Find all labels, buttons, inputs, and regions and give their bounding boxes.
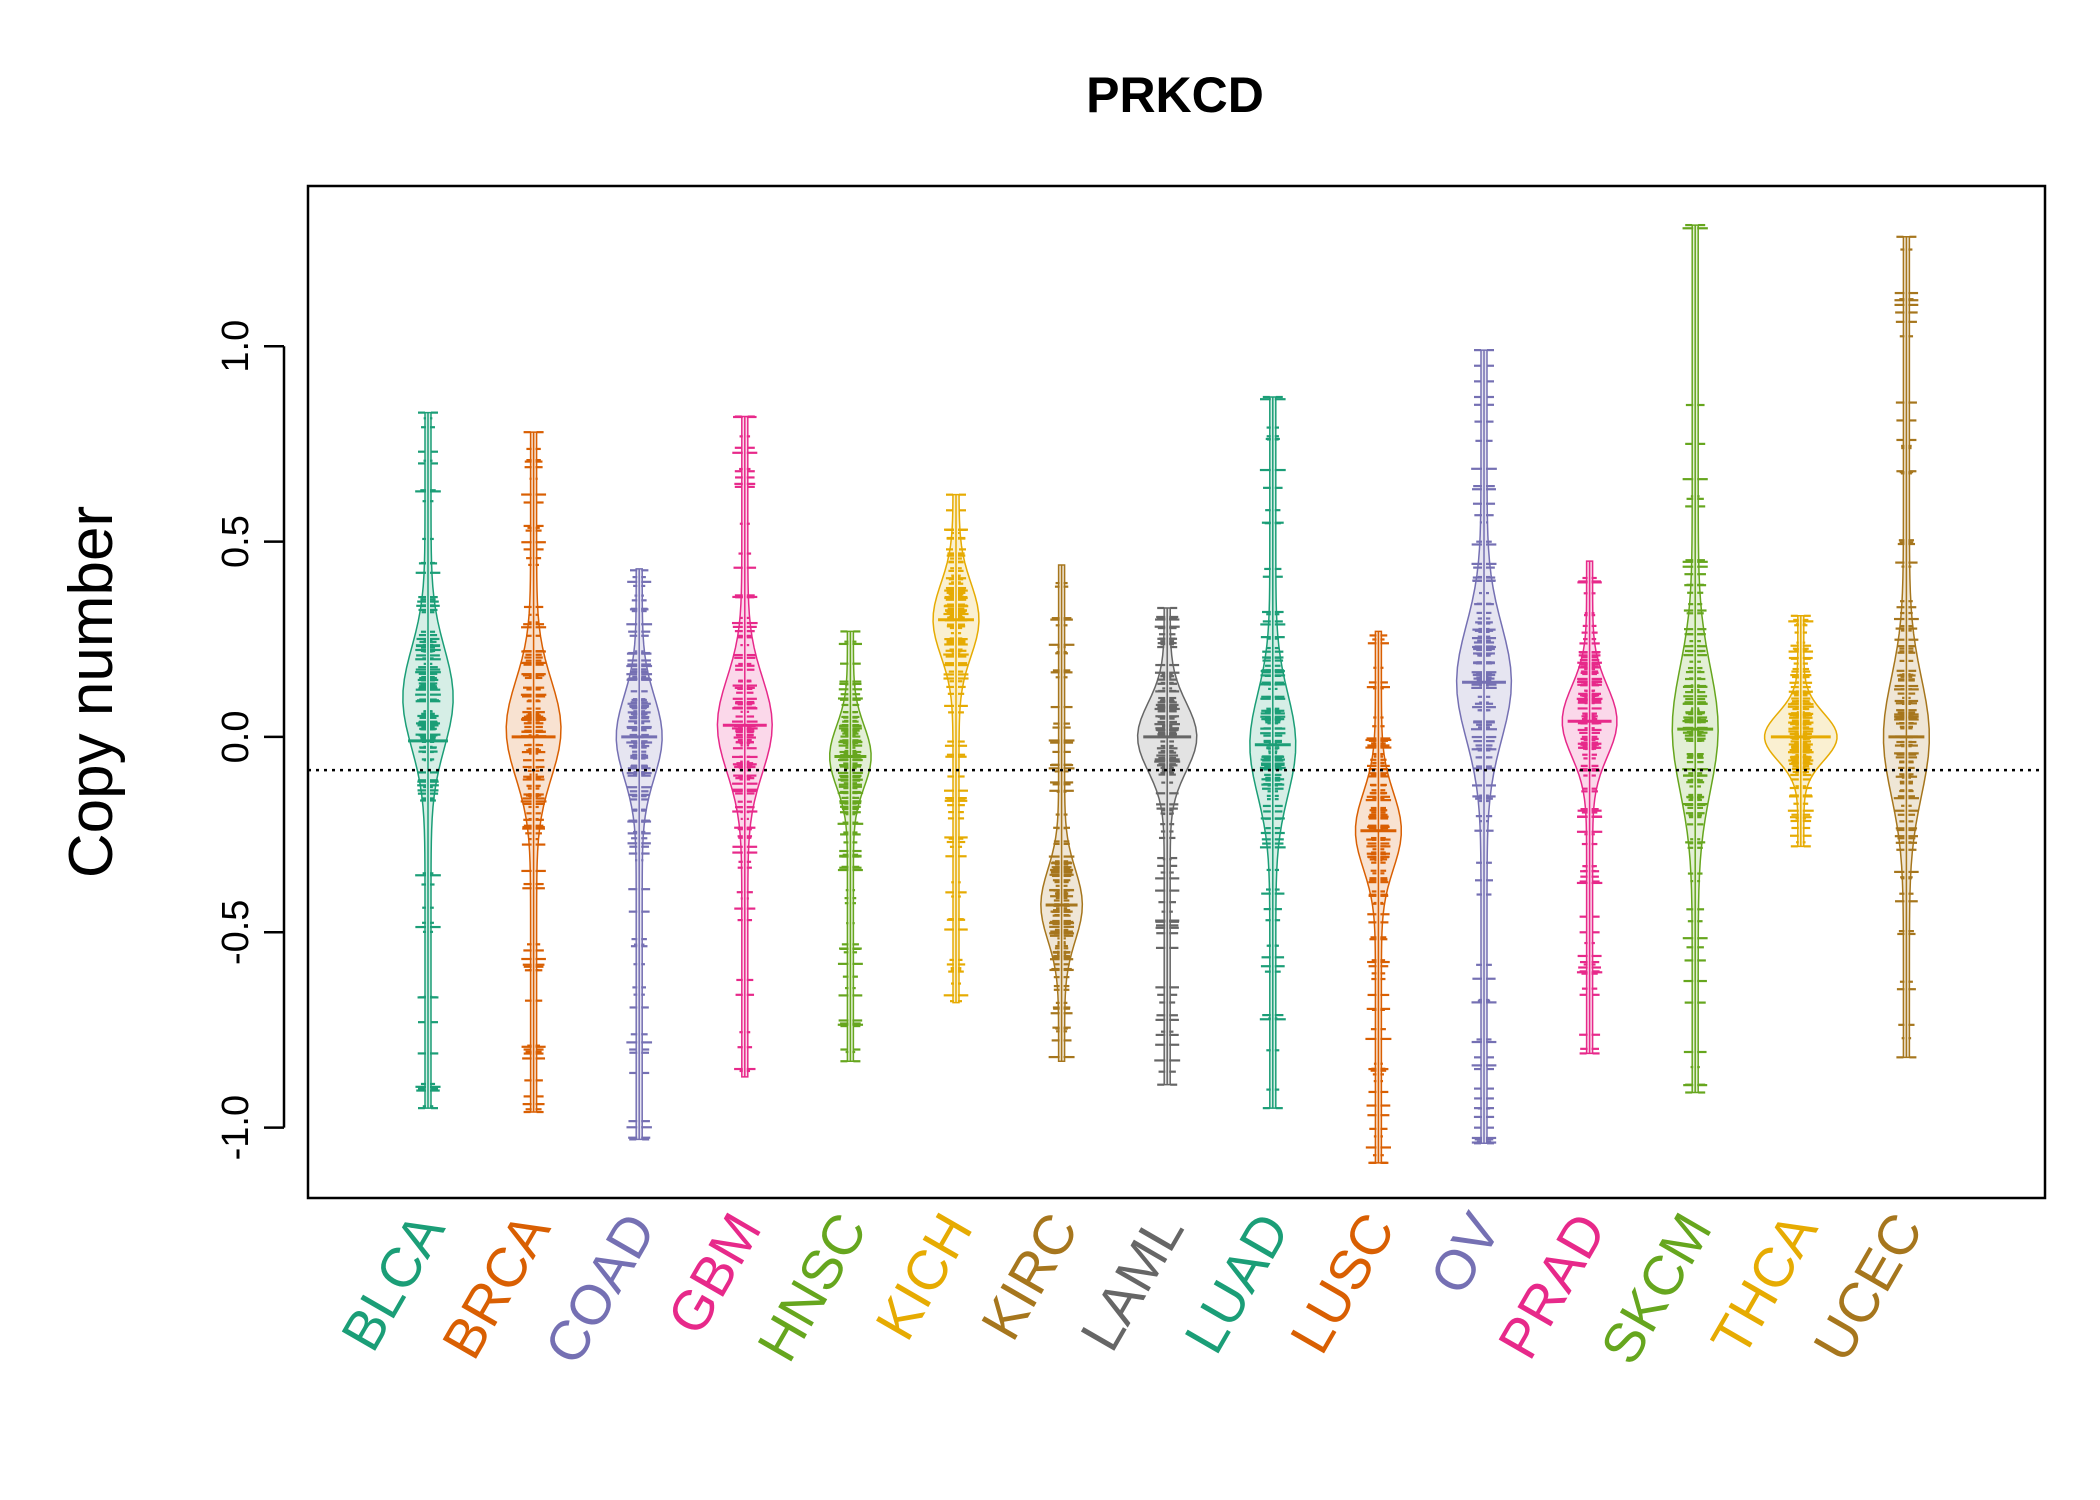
y-tick-label: 1.0 xyxy=(215,320,257,373)
x-tick-label: HNSC xyxy=(745,1203,879,1372)
y-axis-label: Copy number xyxy=(57,506,126,878)
bean-ucec xyxy=(1882,235,1931,1059)
bean-brca xyxy=(505,431,562,1114)
chart-title: PRKCD xyxy=(1086,67,1264,123)
bean-skcm xyxy=(1671,223,1719,1094)
bean-gbm xyxy=(716,415,773,1078)
y-axis: -1.0 -0.5 0.0 0.5 1.0 xyxy=(215,320,286,1160)
y-tick-label: -0.5 xyxy=(215,900,257,965)
x-tick-label: UCEC xyxy=(1801,1203,1935,1372)
x-tick-label: SKCM xyxy=(1588,1203,1723,1375)
bean-ov xyxy=(1455,349,1513,1145)
bean-blca xyxy=(402,411,454,1110)
bean-hnsc xyxy=(829,630,872,1063)
x-tick-label: KICH xyxy=(863,1203,984,1350)
bean-coad xyxy=(615,568,663,1141)
bean-luad xyxy=(1249,395,1297,1110)
plot-frame xyxy=(306,184,2047,1200)
bean-prad xyxy=(1561,560,1618,1055)
x-tick-label: LUAD xyxy=(1172,1203,1301,1364)
y-tick-label: 0.5 xyxy=(215,515,257,568)
bean-thca xyxy=(1763,614,1838,848)
y-tick-label: 0.0 xyxy=(215,711,257,764)
x-tick-label: LUSC xyxy=(1278,1203,1407,1364)
bean-laml xyxy=(1136,606,1198,1086)
bean-kich xyxy=(932,493,980,1004)
bean-series xyxy=(402,223,1931,1164)
x-tick-label: OV xyxy=(1417,1202,1512,1304)
x-tick-label: COAD xyxy=(532,1203,667,1375)
bean-kirc xyxy=(1040,564,1084,1062)
x-tick-label: LAML xyxy=(1068,1203,1196,1361)
y-tick-label: -1.0 xyxy=(215,1095,257,1160)
bean-lusc xyxy=(1354,630,1402,1164)
